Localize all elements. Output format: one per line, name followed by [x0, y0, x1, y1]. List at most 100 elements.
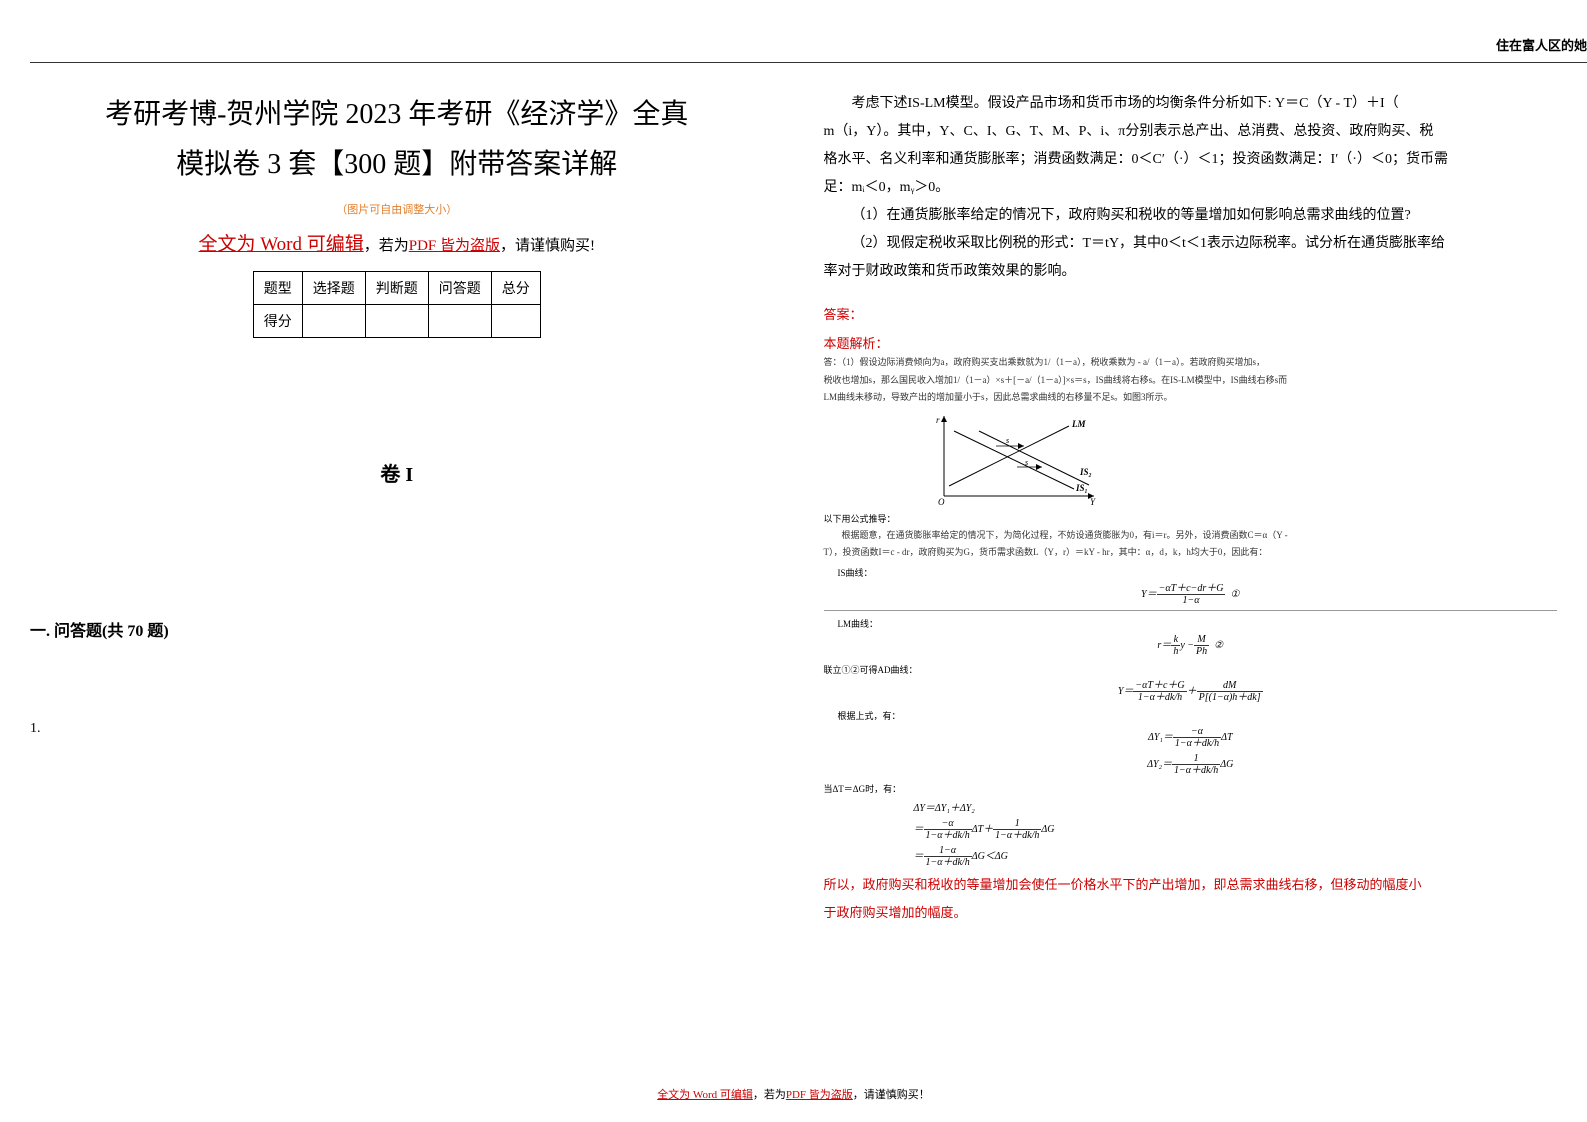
question-body-p4: 足：mᵢ＜0，mᵧ＞0。	[824, 174, 1558, 202]
analysis-label: 本题解析：	[824, 333, 1558, 352]
eq6-frac-a: −α1−α＋dk/h	[924, 818, 972, 841]
eq2-t2-den: Ph	[1194, 646, 1209, 657]
analysis-p2: 税收也增加s，那么国民收入增加1/（1－a）×s＋[－a/（1－a）]×s＝s，…	[824, 374, 1558, 388]
derivation-p1: 根据题意，在通货膨胀率给定的情况下，为简化过程，不妨设通货膨胀为0，有i＝r。另…	[824, 529, 1558, 543]
td-empty	[428, 304, 491, 337]
left-column: 考研考博-贺州学院 2023 年考研《经济学》全真 模拟卷 3 套【300 题】…	[0, 0, 794, 1122]
eq1-lhs: Y＝	[1141, 588, 1157, 599]
eq3b-den: P[(1−α)h＋dk]	[1197, 692, 1263, 703]
analysis-p3: LM曲线未移动，导致产出的增加量小于s，因此总需求曲线的右移量不足s。如图3所示…	[824, 391, 1558, 405]
page: 考研考博-贺州学院 2023 年考研《经济学》全真 模拟卷 3 套【300 题】…	[0, 0, 1587, 1122]
td-empty	[302, 304, 365, 337]
graph-label-lm: LM	[1071, 419, 1086, 429]
graph-label-o: O	[938, 497, 945, 506]
eq6-l3-den: 1−α＋dk/h	[924, 857, 972, 868]
footer-tail: ，请谨慎购买！	[853, 1089, 930, 1101]
lm-line-label: LM曲线：	[838, 617, 1558, 630]
eq3-frac-a: −αT＋c＋G1−α＋dk/h	[1133, 680, 1186, 703]
eq6-frac-b: 11−α＋dk/h	[993, 818, 1041, 841]
eq4-num: −α	[1173, 726, 1221, 738]
question-body-p3: 格水平、名义利率和通货膨胀率；消费函数满足：0＜C′（·）＜1；投资函数满足：I…	[824, 146, 1558, 174]
question-body-p1: 考虑下述IS-LM模型。假设产品市场和货币市场的均衡条件分析如下: Y＝C（Y …	[824, 90, 1558, 118]
main-title-line1: 考研考博-贺州学院 2023 年考研《经济学》全真	[30, 90, 764, 140]
eq2-t1-den: h	[1171, 646, 1180, 657]
th-choice: 选择题	[302, 271, 365, 304]
eq1-frac: −αT＋c−dr＋G1−α	[1157, 583, 1226, 606]
td-empty	[365, 304, 428, 337]
score-table-score-row: 得分	[253, 304, 540, 337]
header-rule	[794, 62, 1587, 63]
eq6-l2a-den: 1−α＋dk/h	[924, 830, 972, 841]
eq5-den: 1−α＋dk/h	[1172, 765, 1220, 776]
islm-graph: r O Y LM IS₁ IS₂ s s	[924, 411, 1104, 506]
graph-label-is1: IS₁	[1075, 483, 1088, 493]
image-adjust-note: （图片可自由调整大小）	[30, 201, 764, 217]
eq6-mid: ΔT＋	[972, 823, 993, 834]
divider	[824, 610, 1558, 611]
footer-red1: 全文为 Word 可编辑	[657, 1089, 753, 1101]
footer-mid: ，若为	[753, 1089, 786, 1101]
eq3-lhs: Y＝	[1118, 685, 1134, 696]
conclusion-p1: 所以，政府购买和税收的等量增加会使任一价格水平下的产出增加，即总需求曲线右移，但…	[824, 874, 1558, 896]
eq5-frac: 11−α＋dk/h	[1172, 753, 1220, 776]
eq1-num: −αT＋c−dr＋G	[1157, 583, 1226, 595]
equation-2: r＝khy −MPh ②	[824, 634, 1558, 657]
eq4-frac: −α1−α＋dk/h	[1173, 726, 1221, 749]
ad-line-label: 联立①②可得AD曲线：	[824, 663, 1558, 676]
edit-tail-text: ，请谨慎购买!	[500, 238, 595, 254]
th-type: 题型	[253, 271, 302, 304]
eq3-frac-b: dMP[(1−α)h＋dk]	[1197, 680, 1263, 703]
td-score-label: 得分	[253, 304, 302, 337]
eq2-frac1: kh	[1171, 634, 1180, 657]
score-table-header-row: 题型 选择题 判断题 问答题 总分	[253, 271, 540, 304]
eq2-circ: ②	[1214, 639, 1223, 650]
eq2-t2-num: M	[1194, 634, 1209, 646]
edit-warning-line: 全文为 Word 可编辑，若为PDF 皆为盗版，请谨慎购买!	[30, 229, 764, 256]
eq1-den: 1−α	[1157, 595, 1226, 606]
eq4-tail: ΔT	[1221, 731, 1232, 742]
eq5-num: 1	[1172, 753, 1220, 765]
header-rule	[30, 62, 794, 63]
page-footer: 全文为 Word 可编辑，若为PDF 皆为盗版，请谨慎购买！	[0, 1086, 1587, 1102]
when-label: 当ΔT＝ΔG时，有：	[824, 782, 1558, 795]
th-total: 总分	[491, 271, 540, 304]
eq3a-den: 1−α＋dk/h	[1133, 692, 1186, 703]
subquestion-2b: 率对于财政政策和货币政策效果的影响。	[824, 258, 1558, 286]
subquestion-2a: （2）现假定税收采取比例税的形式：T＝tY，其中0＜t＜1表示边际税率。试分析在…	[824, 230, 1558, 258]
conclusion-p2: 于政府购买增加的幅度。	[824, 902, 1558, 924]
word-editable-text: 全文为 Word 可编辑	[198, 234, 363, 255]
graph-label-r: r	[936, 415, 940, 425]
eq6-prefix: ＝	[914, 823, 924, 834]
diff-label: 根据上式，有：	[838, 709, 1558, 722]
main-title-line2: 模拟卷 3 套【300 题】附带答案详解	[30, 140, 764, 190]
equation-6-l2: ＝−α1−α＋dk/hΔT＋11−α＋dk/hΔG	[914, 818, 1558, 841]
graph-label-y: Y	[1090, 497, 1096, 506]
is-line-label: IS曲线：	[838, 566, 1558, 579]
eq2-frac2: MPh	[1194, 634, 1209, 657]
analysis-p1: 答：（1）假设边际消费倾向为a，政府购买支出乘数就为1/（1－a），税收乘数为 …	[824, 356, 1558, 370]
graph-label-is2: IS₂	[1079, 467, 1092, 477]
eq6-l2a-num: −α	[924, 818, 972, 830]
th-qa: 问答题	[428, 271, 491, 304]
graph-label-s-mid: s	[1025, 458, 1028, 467]
equation-1: Y＝−αT＋c−dr＋G1−α ①	[824, 583, 1558, 606]
header-right-text: 住在富人区的她	[1496, 35, 1587, 54]
score-table: 题型 选择题 判断题 问答题 总分 得分	[253, 271, 541, 338]
eq6-l3-num: 1−α	[924, 845, 972, 857]
subquestion-1: （1）在通货膨胀率给定的情况下，政府购买和税收的等量增加如何影响总需求曲线的位置…	[824, 202, 1558, 230]
eq6-l2b-num: 1	[993, 818, 1041, 830]
td-empty	[491, 304, 540, 337]
answer-label: 答案：	[824, 304, 1558, 323]
equation-3: Y＝−αT＋c＋G1−α＋dk/h＋dMP[(1−α)h＋dk]	[824, 680, 1558, 703]
eq2-lhs: r＝	[1157, 639, 1171, 650]
eq3b-num: dM	[1197, 680, 1263, 692]
eq4-den: 1−α＋dk/h	[1173, 738, 1221, 749]
eq2-t1-num: k	[1171, 634, 1180, 646]
edit-mid-text: ，若为	[364, 238, 409, 254]
eq3-plus: ＋	[1187, 685, 1197, 696]
question-number-1: 1.	[30, 721, 764, 737]
section-heading: 一. 问答题(共 70 题)	[30, 617, 764, 641]
eq1-circ: ①	[1230, 588, 1239, 599]
graph-label-s-top: s	[1006, 436, 1009, 445]
right-column: 住在富人区的她 考虑下述IS-LM模型。假设产品市场和货币市场的均衡条件分析如下…	[794, 0, 1587, 1122]
